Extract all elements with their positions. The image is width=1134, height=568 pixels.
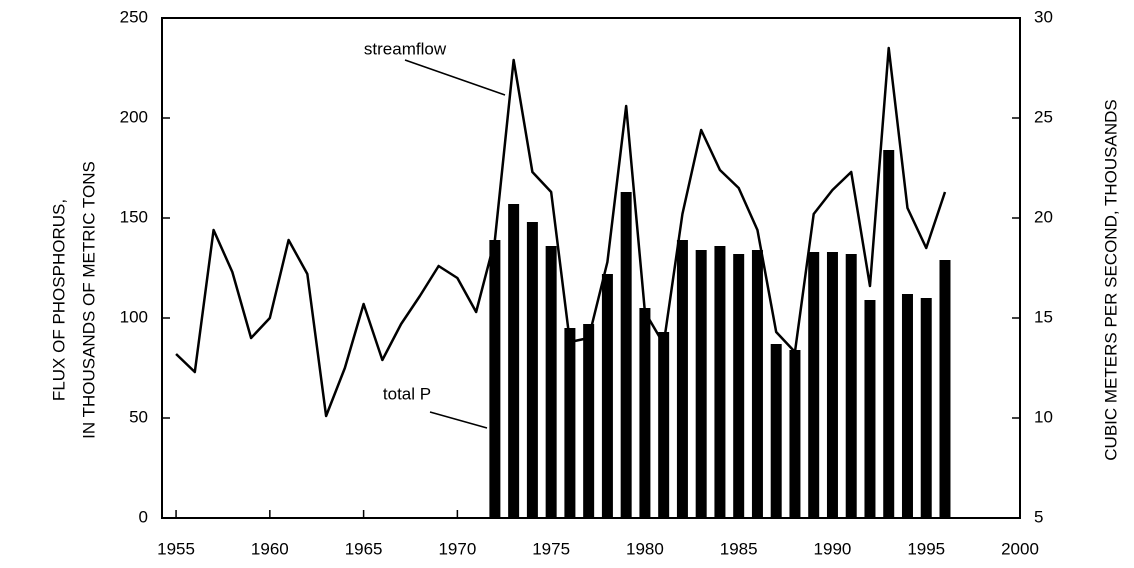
x-tick-label: 1975 (532, 539, 570, 558)
bar (526, 222, 538, 518)
y-axis-label: FLUX OF PHOSPHORUS, (49, 199, 68, 401)
leader-line (429, 411, 488, 429)
bar (789, 350, 801, 518)
y-tick-label: 0 (139, 507, 148, 526)
y-axis-label: IN THOUSANDS OF METRIC TONS (79, 161, 98, 439)
bar (845, 254, 857, 518)
bar (808, 252, 820, 518)
x-tick-label: 1960 (251, 539, 289, 558)
leader-line (404, 59, 506, 96)
bar (714, 246, 726, 518)
bar (695, 250, 707, 518)
bar (939, 260, 951, 518)
bar (770, 344, 782, 518)
x-tick-label: 1985 (720, 539, 758, 558)
x-tick-label: 1955 (157, 539, 195, 558)
bar (620, 192, 632, 518)
bar (920, 298, 932, 518)
bar (489, 240, 501, 518)
bar (658, 332, 670, 518)
bar (601, 274, 613, 518)
y-tick-label: 100 (120, 307, 148, 326)
bar (733, 254, 745, 518)
y2-axis-label: CUBIC METERS PER SECOND, THOUSANDS (1101, 99, 1120, 460)
y2-tick-label: 10 (1034, 407, 1053, 426)
x-tick-label: 1990 (814, 539, 852, 558)
bar (883, 150, 895, 518)
y2-tick-label: 20 (1034, 207, 1053, 226)
y-tick-label: 250 (120, 7, 148, 26)
y2-tick-label: 30 (1034, 7, 1053, 26)
bar (639, 308, 651, 518)
x-tick-label: 2000 (1001, 539, 1039, 558)
bar (583, 324, 595, 518)
series-annotation: streamflow (364, 39, 447, 58)
x-tick-label: 1980 (626, 539, 664, 558)
x-tick-label: 1965 (345, 539, 383, 558)
y2-tick-label: 15 (1034, 307, 1053, 326)
bar (676, 240, 688, 518)
x-tick-label: 1970 (438, 539, 476, 558)
bar (864, 300, 876, 518)
bar (564, 328, 576, 518)
bar (901, 294, 913, 518)
y2-tick-label: 5 (1034, 507, 1043, 526)
y-tick-label: 150 (120, 207, 148, 226)
x-tick-label: 1995 (907, 539, 945, 558)
y-tick-label: 50 (129, 407, 148, 426)
bar (508, 204, 520, 518)
y-tick-label: 200 (120, 107, 148, 126)
bar (826, 252, 838, 518)
bar (751, 250, 763, 518)
streamflow-line (175, 46, 947, 418)
y2-tick-label: 25 (1034, 107, 1053, 126)
series-annotation: total P (383, 384, 431, 403)
bar (545, 246, 557, 518)
